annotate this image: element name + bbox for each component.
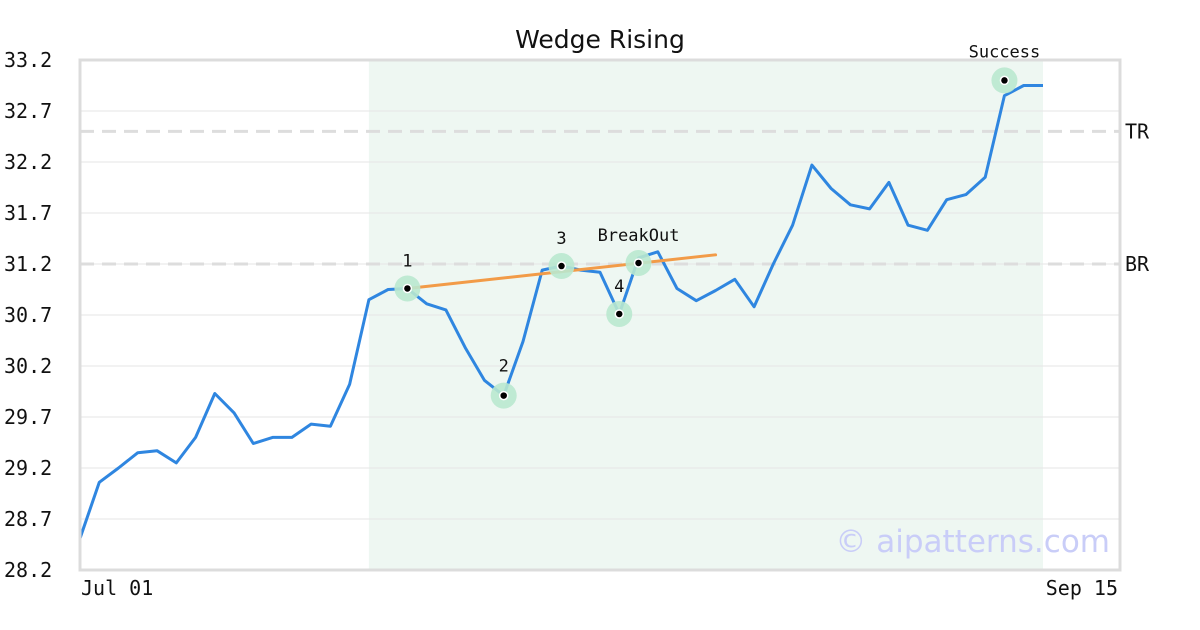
level-label-br: BR [1125, 252, 1150, 276]
point-label-4: 4 [614, 277, 624, 297]
level-label-tr: TR [1125, 119, 1150, 143]
x-tick-label: Jul 01 [81, 576, 153, 600]
y-tick-label: 31.7 [4, 201, 52, 225]
point-marker-breakout [633, 258, 644, 268]
y-tick-label: 33.2 [4, 48, 52, 72]
point-label-1: 1 [402, 251, 412, 271]
point-label-success: Success [969, 42, 1041, 62]
y-tick-label: 29.7 [4, 405, 52, 429]
y-tick-label: 30.7 [4, 303, 52, 327]
y-tick-label: 29.2 [4, 456, 52, 480]
point-marker-3 [556, 261, 567, 271]
y-tick-label: 31.2 [4, 252, 52, 276]
y-tick-label: 30.2 [4, 354, 52, 378]
y-tick-label: 32.2 [4, 150, 52, 174]
point-marker-4 [614, 309, 625, 319]
point-marker-2 [498, 390, 509, 401]
y-tick-label: 32.7 [4, 99, 52, 123]
chart-title: Wedge Rising [515, 25, 685, 54]
x-tick-label: Sep 15 [1046, 576, 1118, 600]
y-tick-label: 28.7 [4, 507, 52, 531]
point-label-breakout: BreakOut [598, 226, 680, 246]
point-marker-1 [402, 283, 413, 294]
y-tick-label: 28.2 [4, 558, 52, 582]
watermark-text: © aipatterns.com [835, 524, 1110, 560]
point-marker-success [999, 75, 1010, 86]
plot-frame [78, 58, 1122, 572]
point-label-3: 3 [556, 229, 566, 249]
point-label-2: 2 [499, 357, 509, 377]
